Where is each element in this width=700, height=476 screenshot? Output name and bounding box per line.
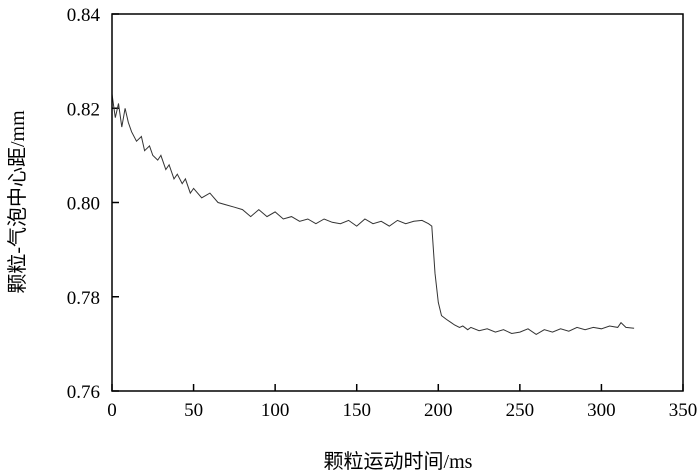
x-tick-label: 350 xyxy=(669,400,698,421)
x-axis-title: 颗粒运动时间/ms xyxy=(324,450,473,473)
y-axis-title: 颗粒-气泡中心距/mm xyxy=(6,110,29,294)
x-tick-label: 0 xyxy=(107,400,117,421)
y-tick-label: 0.82 xyxy=(67,99,100,120)
y-tick-label: 0.84 xyxy=(67,5,101,26)
y-tick-label: 0.78 xyxy=(67,288,100,309)
x-tick-label: 200 xyxy=(424,400,453,421)
x-tick-label: 100 xyxy=(261,400,290,421)
series-line xyxy=(111,94,635,335)
x-tick-label: 250 xyxy=(506,400,535,421)
y-tick-label: 0.80 xyxy=(67,194,100,215)
x-tick-label: 300 xyxy=(587,400,616,421)
plot-frame xyxy=(111,13,684,392)
x-tick-label: 150 xyxy=(342,400,371,421)
x-tick-label: 50 xyxy=(184,400,203,421)
y-tick-label: 0.76 xyxy=(67,382,100,403)
